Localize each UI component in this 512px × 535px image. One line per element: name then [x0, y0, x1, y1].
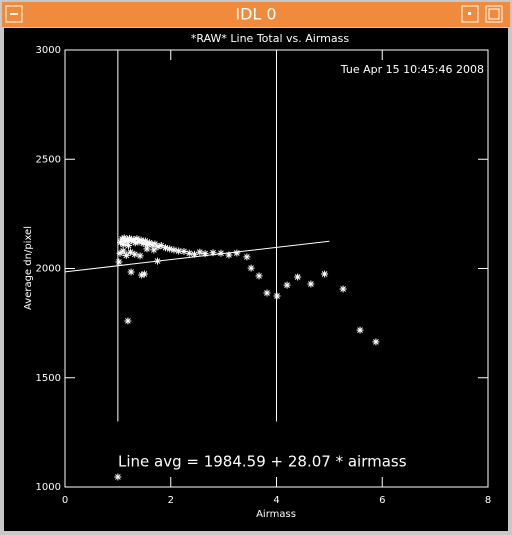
scatter-point — [154, 257, 162, 265]
scatter-point — [247, 264, 255, 272]
scatter-point — [209, 249, 217, 257]
scatter-point — [143, 245, 151, 253]
scatter-point — [138, 271, 146, 279]
maximize-button[interactable] — [485, 5, 503, 23]
scatter-point — [154, 243, 162, 251]
fit-annotation: Line avg = 1984.59 + 28.07 * airmass — [118, 453, 407, 471]
scatter-point — [116, 249, 124, 257]
scatter-point — [124, 242, 132, 250]
scatter-point — [225, 251, 233, 259]
scatter-point — [127, 248, 135, 256]
scatter-point — [273, 292, 281, 300]
scatter-point — [233, 249, 241, 257]
scatter-point — [185, 249, 193, 257]
plot-canvas — [4, 28, 508, 531]
scatter-point — [133, 235, 141, 243]
scatter-point — [175, 247, 183, 255]
scatter-point — [122, 251, 130, 259]
x-tick-label: 0 — [62, 495, 68, 506]
scatter-point — [128, 237, 136, 245]
scatter-point — [180, 247, 188, 255]
minimize-icon — [468, 12, 471, 15]
x-tick-label: 8 — [485, 495, 491, 506]
scatter-point — [137, 236, 145, 244]
scatter-point — [372, 338, 380, 346]
scatter-point — [119, 240, 127, 248]
scatter-point — [130, 236, 138, 244]
scatter-point — [150, 246, 158, 254]
scatter-point — [170, 246, 178, 254]
scatter-point — [217, 249, 225, 257]
x-tick-label: 6 — [379, 495, 385, 506]
scatter-point — [196, 248, 204, 256]
scatter-point — [141, 237, 149, 245]
scatter-point — [157, 242, 165, 250]
title-bar — [2, 2, 510, 27]
y-tick-label: 1500 — [36, 373, 61, 384]
scatter-point — [201, 250, 209, 258]
maximize-icon — [488, 8, 500, 20]
scatter-point — [255, 272, 263, 280]
timestamp: Tue Apr 15 10:45:46 2008 — [340, 63, 484, 76]
x-tick-label: 2 — [168, 495, 174, 506]
scatter-point — [115, 258, 123, 266]
scatter-point — [283, 281, 291, 289]
y-axis-label: Average dn/pixel — [23, 226, 34, 310]
scatter-point — [148, 241, 156, 249]
scatter-point — [131, 239, 139, 247]
scatter-point — [321, 270, 329, 278]
y-tick-label: 3000 — [36, 45, 61, 56]
scatter-point — [140, 270, 148, 278]
x-axis-label: Airmass — [256, 509, 296, 520]
scatter-point — [118, 235, 126, 243]
y-tick-label: 2500 — [36, 154, 61, 165]
scatter-point — [294, 273, 302, 281]
scatter-point — [307, 280, 315, 288]
scatter-point — [191, 250, 199, 258]
scatter-point — [131, 250, 139, 258]
scatter-point — [161, 244, 169, 252]
scatter-point — [127, 268, 135, 276]
y-tick-label: 1000 — [36, 482, 61, 493]
y-tick-label: 2000 — [36, 264, 61, 275]
scatter-point — [119, 247, 127, 255]
scatter-point — [243, 253, 251, 261]
menu-icon — [10, 13, 18, 15]
scatter-point — [136, 252, 144, 260]
scatter-point — [166, 245, 174, 253]
scatter-point — [339, 285, 347, 293]
scatter-point — [263, 289, 271, 297]
scatter-point — [114, 473, 122, 481]
scatter-point — [124, 317, 132, 325]
window-title: IDL 0 — [235, 5, 276, 24]
chart-title: *RAW* Line Total vs. Airmass — [191, 32, 349, 45]
scatter-point — [151, 240, 159, 248]
scatter-point — [356, 326, 364, 334]
scatter-point — [120, 234, 128, 242]
x-tick-label: 4 — [273, 495, 279, 506]
